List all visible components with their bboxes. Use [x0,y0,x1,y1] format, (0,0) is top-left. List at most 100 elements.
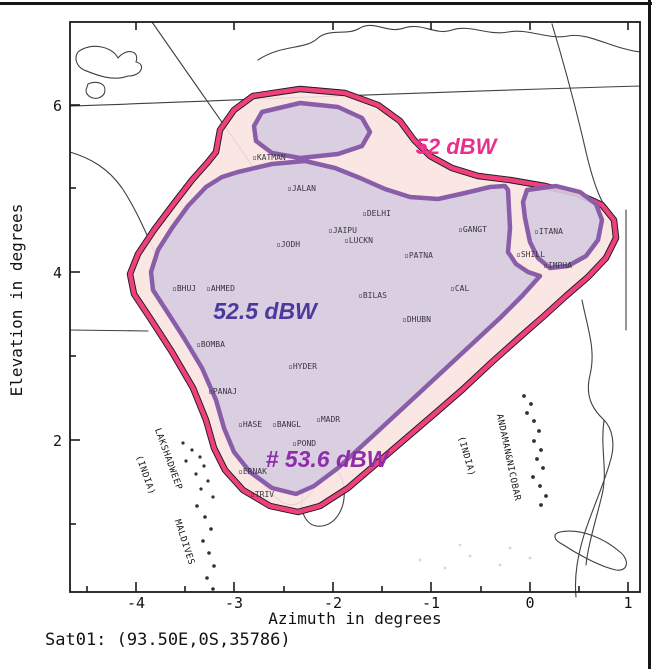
city-label: ▫DHUBN [402,315,431,324]
island-dot-faint-scatter [458,543,462,547]
xtick-n4: -4 [127,594,145,612]
island-dot-faint-scatter [443,566,447,570]
island-dot-maldives [205,576,209,580]
coast-myanmar-inner [585,419,605,566]
city-label: ▫SHILL [516,250,545,259]
island-dot-andaman-nicobar [539,503,543,507]
city-label: ▫MADR [316,415,340,424]
island-dot-lakshadweep [211,495,215,499]
city-label: ▫AHMED [206,284,235,293]
island-dot-faint-scatter [468,554,472,558]
xtick-0: 0 [525,594,534,612]
frame-top-edge [0,2,652,5]
contour-52-5dbw-main-region [148,158,543,497]
xtick-n3: -3 [225,594,243,612]
frame-right-edge [648,0,651,669]
city-label: ▫GANGT [458,225,487,234]
island-dot-faint-scatter [528,556,532,560]
island-dot-andaman-nicobar [522,394,526,398]
xtick-n2: -2 [324,594,342,612]
island-dot-faint-scatter [418,558,422,562]
island-dot-maldives [195,504,199,508]
region-label: (INDIA) [455,435,476,478]
island-dot-andaman-nicobar [532,419,536,423]
city-label: ▫IMPHA [543,261,572,270]
island-dot-andaman-nicobar [538,484,542,488]
island-dot-lakshadweep [184,459,188,463]
island-dot-andaman-nicobar [539,448,543,452]
island-dots [181,394,548,591]
city-label: ▫CAL [450,284,469,293]
island-dot-maldives [209,527,213,531]
island-dot-lakshadweep [198,455,202,459]
island-dot-andaman-nicobar [535,457,539,461]
island-dot-lakshadweep [202,464,206,468]
city-label: ▫HYDER [288,362,317,371]
island-dot-lakshadweep [194,472,198,476]
city-label: ▫ERNAK [238,467,267,476]
region-label: (INDIA) [133,454,157,496]
coast-myanmar [574,299,614,598]
island-dot-andaman-nicobar [541,466,545,470]
y-axis-title: Elevation in degrees [7,204,26,397]
city-label: ▫JODH [276,240,300,249]
city-label: ▫BOMBA [196,340,225,349]
city-label: ▫BHUJ [172,284,196,293]
island-dot-maldives [207,551,211,555]
island-dot-andaman-nicobar [544,494,548,498]
coast-topleft-blob [75,45,143,79]
island-dot-maldives [201,539,205,543]
region-label: LAKSHADWEEP [152,427,184,492]
xtick-n1: -1 [422,594,440,612]
mountains-top [257,24,641,61]
satellite-caption: Sat01: (93.50E,0S,35786) [45,630,291,650]
contour-level-labels: 52 dBW 52.5 dBW # 53.6 dBW [213,134,498,472]
city-label: ▫JAIPU [328,226,357,235]
coast-southeast-blob [554,530,627,571]
city-label: ▫KATMAN [252,153,286,162]
city-label: ▫JALAN [287,184,316,193]
contour-52-5dbw-north-lobe [251,100,373,161]
graticule-horizontal-short [69,329,149,332]
contour-52dbw-outline [127,86,619,515]
island-dot-maldives [212,564,216,568]
island-dot-andaman-nicobar [531,475,535,479]
city-label: ▫TRIV [250,490,274,499]
city-label: ▫BILAS [358,291,387,300]
island-dot-andaman-nicobar [529,402,533,406]
city-label: ▫PATNA [404,251,433,260]
ytick-6: 6 [53,97,62,115]
region-label: MALDIVES [172,518,196,566]
island-dot-andaman-nicobar [537,429,541,433]
ytick-4: 4 [53,264,62,282]
xtick-1: 1 [623,594,632,612]
island-dot-lakshadweep [199,487,203,491]
x-axis-title: Azimuth in degrees [268,609,441,628]
city-label: ▫ITANA [534,227,563,236]
city-labels: ▫KATMAN ▫JALAN ▫DELHI ▫JAIPU ▫JODH ▫LUCKN ▫PAT… [172,153,572,499]
island-dot-lakshadweep [206,479,210,483]
city-label: ▫HASE [238,420,262,429]
city-label: ▫DELHI [362,209,391,218]
coast-topleft-blob2 [85,81,106,99]
axis-ticks [70,22,629,592]
island-dot-andaman-nicobar [532,439,536,443]
label-52-5dbw: 52.5 dBW [213,298,319,324]
island-dot-andaman-nicobar [525,411,529,415]
city-label: ▫LUCKN [344,236,373,245]
island-dot-faint-scatter [508,546,512,550]
island-dot-lakshadweep [181,441,185,445]
region-label: ANDAMAN&NICOBAR [494,413,522,502]
island-dot-maldives [211,587,215,591]
tick-labels: 6 4 2 -4 -3 -2 -1 0 1 [53,97,633,612]
beam-contours [126,85,620,516]
city-label: ▫PANAJ [208,387,237,396]
plot-border [69,21,641,593]
label-53-6dbw: # 53.6 dBW [266,446,391,472]
city-label: ▫BANGL [272,420,301,429]
city-label: ▫POND [292,439,316,448]
contour-52-5dbw-east-lobe [520,183,605,271]
island-dot-maldives [203,515,207,519]
